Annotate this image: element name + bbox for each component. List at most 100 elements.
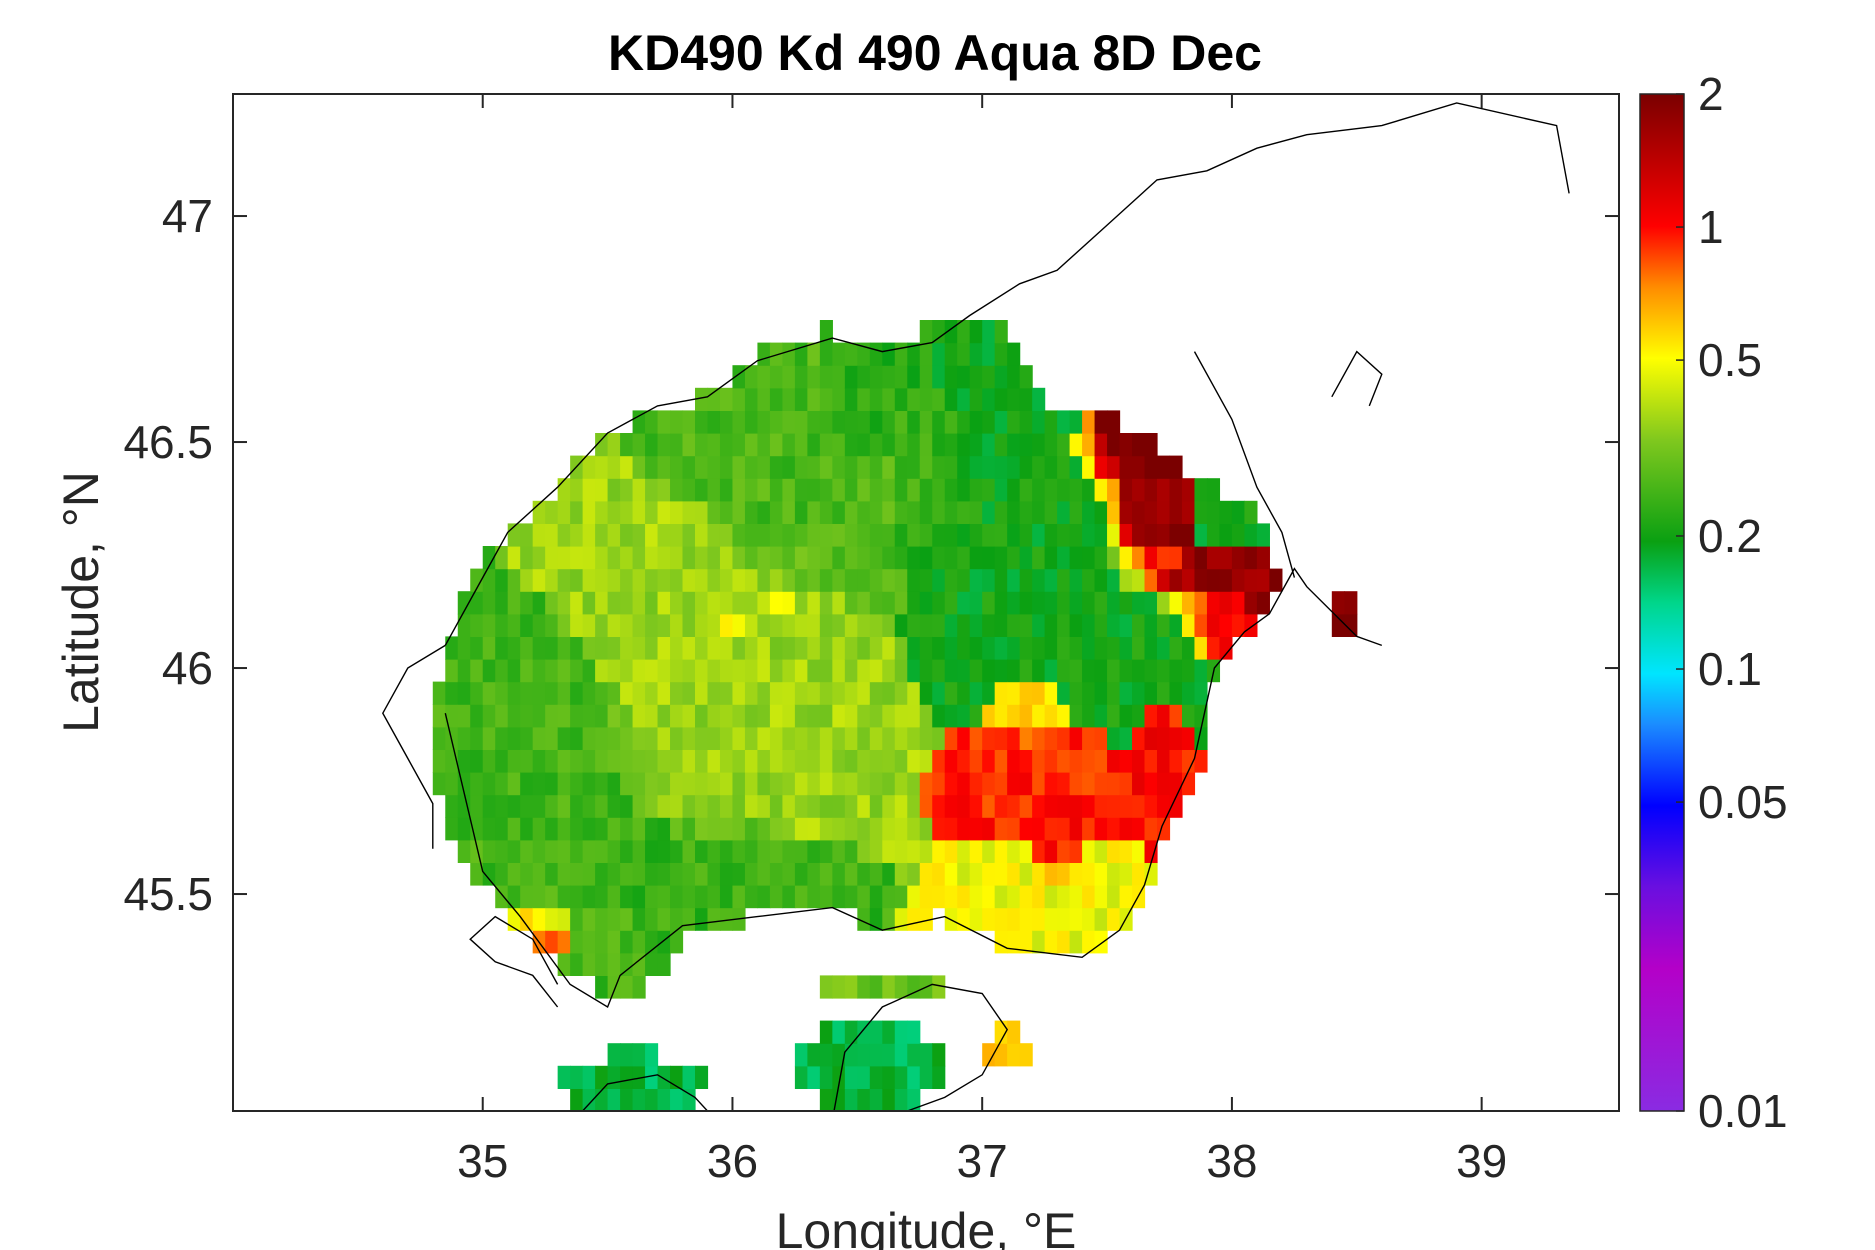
heatmap-cell [957,523,971,547]
heatmap-cell [657,410,671,434]
heatmap-cell [670,907,684,931]
heatmap-cell [932,342,946,366]
heatmap-cell [1344,613,1358,637]
heatmap-cell [607,704,621,728]
heatmap-cell [532,659,546,683]
heatmap-cell [1019,772,1033,796]
heatmap-cell [1082,455,1096,479]
heatmap-cell [919,1043,933,1067]
heatmap-cell [882,885,896,909]
heatmap-cell [982,500,996,524]
heatmap-cell [1082,930,1096,954]
heatmap-cell [1032,839,1046,863]
heatmap-cell [1194,704,1208,728]
heatmap-cell [807,591,821,615]
heatmap-cell [1206,568,1221,592]
heatmap-cell [919,613,933,637]
x-tick-label: 38 [1206,1135,1257,1187]
heatmap-cell [807,659,821,683]
heatmap-cell [1007,546,1021,570]
heatmap-cell [482,862,496,886]
heatmap-cell [470,636,484,660]
heatmap-cell [1169,613,1183,637]
heatmap-cell [919,455,933,479]
heatmap-cell [982,591,996,615]
heatmap-cells [432,320,1358,1111]
heatmap-cell [982,365,996,389]
heatmap-cell [1082,568,1096,592]
heatmap-cell [532,817,546,841]
heatmap-cell [869,726,883,750]
heatmap-cell [732,704,746,728]
heatmap-cell [595,952,609,976]
heatmap-cell [994,885,1008,909]
heatmap-cell [744,772,759,796]
heatmap-cell [1194,546,1208,570]
heatmap-cell [932,591,946,615]
heatmap-cell [882,613,896,637]
heatmap-cell [457,636,471,660]
heatmap-cell [844,387,858,411]
heatmap-cell [1169,704,1183,728]
heatmap-cell [1157,726,1171,750]
heatmap-cell [1007,433,1021,457]
heatmap-cell [907,636,921,660]
colorbar-ticks: 0.010.050.10.20.512 [1676,68,1788,1137]
heatmap-cell [670,591,684,615]
heatmap-cell [794,885,808,909]
heatmap-cell [607,523,621,547]
heatmap-cell [457,817,471,841]
heatmap-cell [857,772,871,796]
heatmap-cell [582,885,596,909]
heatmap-cell [1206,546,1221,570]
heatmap-cell [769,546,784,570]
heatmap-cell [744,726,759,750]
heatmap-cell [957,365,971,389]
heatmap-cell [1019,794,1033,818]
heatmap-cell [1144,726,1158,750]
heatmap-cell [744,500,759,524]
heatmap-cell [557,500,571,524]
heatmap-cell [919,478,933,502]
heatmap-cell [1069,681,1083,705]
heatmap-cell [1069,410,1083,434]
heatmap-cell [470,568,484,592]
heatmap-cell [545,885,559,909]
heatmap-cell [582,772,596,796]
heatmap-cell [495,704,509,728]
heatmap-cell [819,613,833,637]
heatmap-cell [907,613,921,637]
heatmap-cell [1244,568,1258,592]
heatmap-cell [1057,817,1071,841]
heatmap-cell [1069,794,1083,818]
heatmap-cell [957,546,971,570]
heatmap-cell [695,410,709,434]
heatmap-cell [620,885,634,909]
heatmap-cell [807,342,821,366]
heatmap-cell [1181,591,1196,615]
heatmap-cell [907,907,921,931]
heatmap-cell [982,726,996,750]
heatmap-cell [670,500,684,524]
heatmap-cell [894,772,908,796]
heatmap-cell [657,907,671,931]
heatmap-cell [1082,772,1096,796]
heatmap-cell [557,885,571,909]
heatmap-cell [994,455,1008,479]
heatmap-cell [844,433,858,457]
heatmap-cell [607,885,621,909]
heatmap-cell [994,636,1008,660]
heatmap-cell [1044,613,1058,637]
heatmap-cell [869,1065,883,1089]
heatmap-cell [682,749,696,773]
heatmap-cell [707,568,721,592]
heatmap-cell [907,749,921,773]
heatmap-cell [532,794,546,818]
heatmap-cell [520,546,534,570]
heatmap-cell [482,659,496,683]
heatmap-cell [595,523,609,547]
heatmap-cell [1157,523,1171,547]
heatmap-cell [620,568,634,592]
heatmap-cell [732,726,746,750]
heatmap-cell [1044,885,1058,909]
